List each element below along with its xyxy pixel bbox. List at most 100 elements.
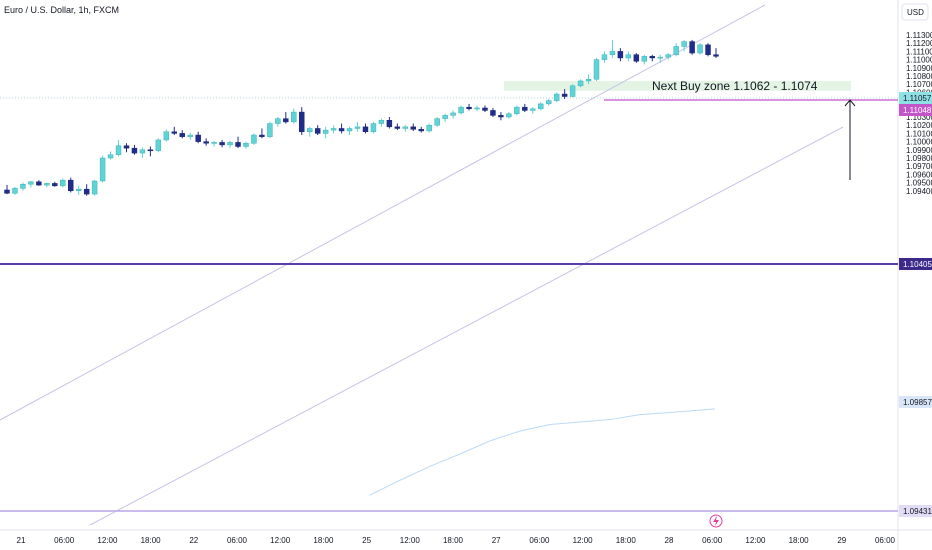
candle-body xyxy=(553,93,560,101)
candle-body xyxy=(147,149,154,152)
candle-body xyxy=(593,59,600,80)
candle xyxy=(577,79,584,88)
channel-lines xyxy=(0,4,844,526)
channel-upper-line xyxy=(0,4,766,421)
candle xyxy=(36,180,42,186)
candle xyxy=(394,123,401,131)
candle xyxy=(442,113,448,122)
candle xyxy=(243,141,249,149)
candle xyxy=(458,105,464,115)
candle xyxy=(195,131,201,144)
candle-body xyxy=(466,106,472,110)
candle xyxy=(713,48,719,58)
candle xyxy=(20,182,26,191)
candle xyxy=(697,43,703,55)
candle xyxy=(314,125,321,136)
price-axis[interactable]: 1.113001.112001.111001.110001.109001.108… xyxy=(906,31,932,196)
currency-button-bg[interactable] xyxy=(901,3,929,21)
candle xyxy=(99,155,106,183)
candle xyxy=(131,144,138,155)
horizontal-levels xyxy=(0,97,898,512)
last-price-badge xyxy=(899,92,932,104)
candle-body xyxy=(28,181,34,185)
lightning-icon[interactable] xyxy=(709,514,723,528)
currency-label[interactable]: USD xyxy=(907,8,924,17)
price-tick-label: 1.10900 xyxy=(906,64,932,73)
price-tick-label: 1.10700 xyxy=(906,80,932,89)
candle xyxy=(561,89,568,99)
support-badge xyxy=(899,258,932,270)
candle xyxy=(498,112,504,121)
candle xyxy=(75,185,82,195)
candle xyxy=(354,121,361,132)
price-tick-label: 1.09800 xyxy=(906,154,932,163)
candle xyxy=(259,128,265,139)
price-tick-label: 1.11300 xyxy=(906,31,932,40)
candle-body xyxy=(522,106,528,111)
candle xyxy=(219,139,225,148)
candle-body xyxy=(179,133,185,137)
candle xyxy=(123,143,130,153)
candle-body xyxy=(83,188,90,195)
time-tick-label: 18:00 xyxy=(313,536,334,545)
candle xyxy=(689,39,695,55)
candle xyxy=(585,74,592,85)
candle xyxy=(12,186,18,195)
candle-body xyxy=(91,180,98,195)
time-axis[interactable]: 21 06:00 12:00 18:00 22 06:00 12:00 18:00 25 12:0… xyxy=(17,536,896,545)
candle-body xyxy=(482,107,488,111)
time-tick-label: 12:00 xyxy=(745,536,766,545)
candle-body xyxy=(227,142,233,146)
candle-body xyxy=(378,120,385,124)
channel-lower-line xyxy=(89,126,844,526)
candle xyxy=(545,98,552,106)
candle-body xyxy=(450,112,456,116)
candle xyxy=(322,126,329,139)
current-price-badge xyxy=(899,104,932,116)
moving-average-line xyxy=(369,408,716,496)
candle xyxy=(28,180,34,188)
candle-body xyxy=(530,108,536,111)
candle-body xyxy=(561,93,568,97)
candle xyxy=(306,126,313,137)
candle xyxy=(83,184,90,196)
candle xyxy=(633,53,640,63)
candle-body xyxy=(689,41,695,54)
candle-body xyxy=(131,147,138,154)
target-arrow xyxy=(844,99,856,180)
candle-body xyxy=(68,179,74,192)
candle-body xyxy=(713,54,719,57)
candle xyxy=(299,107,305,136)
candle xyxy=(609,39,616,58)
candle-body xyxy=(498,115,504,118)
time-tick-label: 12:00 xyxy=(270,536,291,545)
candle-body xyxy=(36,181,42,186)
candle xyxy=(514,105,520,116)
candle xyxy=(490,107,496,117)
candle xyxy=(538,102,544,111)
price-tick-label: 1.10300 xyxy=(906,113,932,122)
price-tick-label: 1.09900 xyxy=(906,146,932,155)
candle xyxy=(450,110,456,119)
candle xyxy=(426,123,432,133)
last-price-badge-text: 1.11057 xyxy=(903,94,932,103)
candle xyxy=(163,129,170,142)
candle-body xyxy=(514,106,520,114)
candle-body xyxy=(641,56,648,62)
candle-body xyxy=(283,118,289,123)
candle xyxy=(283,112,289,124)
candle xyxy=(155,138,162,153)
candle xyxy=(52,181,58,187)
candle xyxy=(705,43,711,57)
candle xyxy=(402,125,409,132)
time-tick-label: 29 xyxy=(837,536,846,545)
candle xyxy=(107,151,114,160)
candle-body xyxy=(314,128,321,134)
candle xyxy=(673,43,679,57)
candle-body xyxy=(115,145,122,155)
time-tick-label: 12:00 xyxy=(400,536,421,545)
candle-body xyxy=(291,111,297,123)
price-tick-label: 1.10000 xyxy=(906,138,932,147)
candle xyxy=(474,105,480,112)
